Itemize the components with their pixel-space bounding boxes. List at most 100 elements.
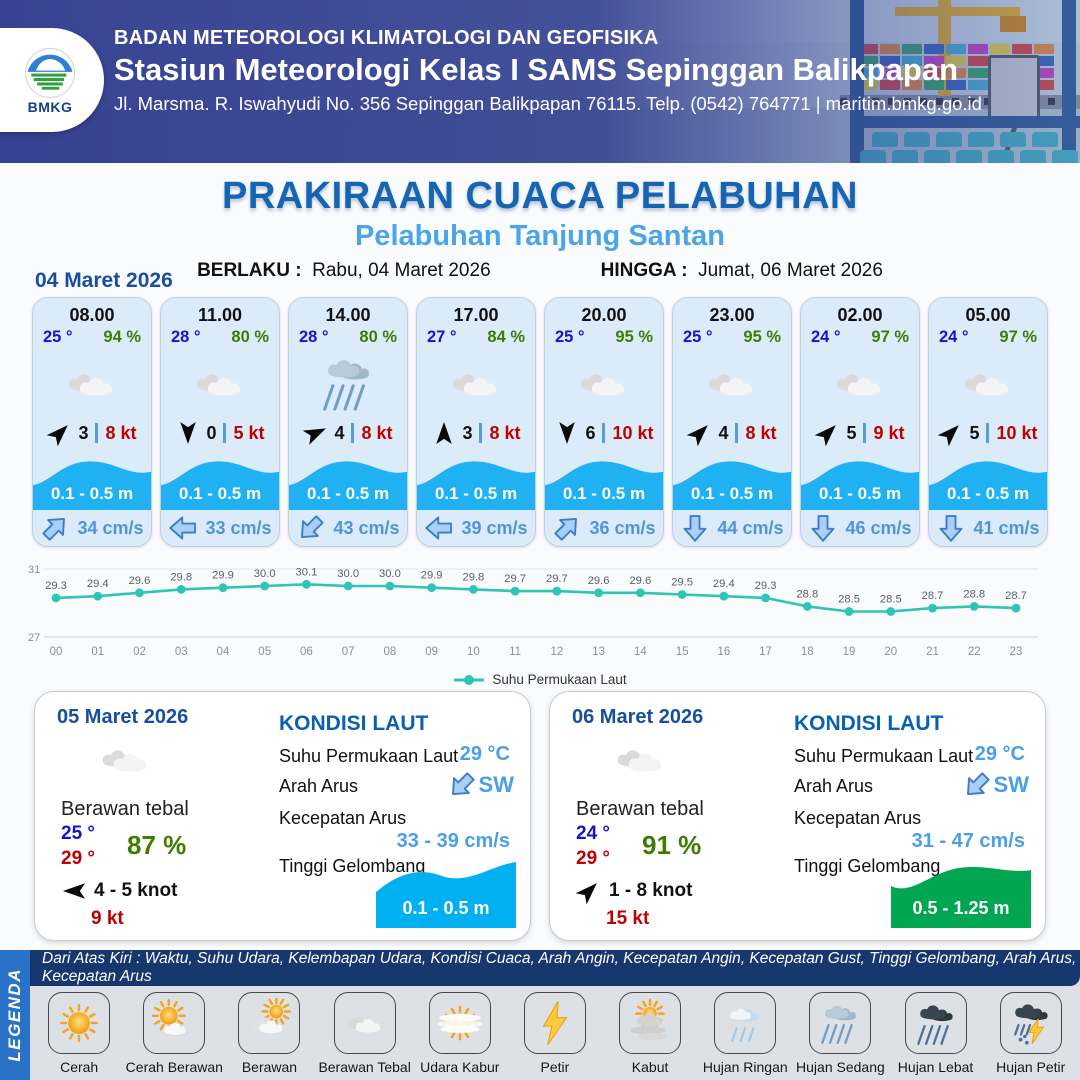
current-row: 34 cm/s (33, 510, 151, 546)
legend-item: Berawan (223, 992, 315, 1075)
wind-row: 4 - 5 knot (61, 878, 177, 904)
hingga-value: Jumat, 06 Maret 2026 (698, 260, 883, 281)
current-row: 39 cm/s (417, 510, 535, 546)
port-name: Pelabuhan Tanjung Santan (354, 220, 726, 252)
station-name: Stasiun Meteorologi Kelas I SAMS Sepingg… (114, 52, 959, 87)
header-banner: BMKG BADAN METEOROLOGI KLIMATOLOGI DAN G… (0, 0, 1080, 163)
wave-height: 0.1 - 0.5 m (178, 484, 262, 503)
svg-text:28.5: 28.5 (880, 594, 902, 606)
current-speed: 43 cm/s (333, 517, 400, 538)
svg-text:28.7: 28.7 (922, 590, 944, 602)
weather-condition: Berawan tebal (576, 798, 704, 820)
current-speed: 33 cm/s (205, 517, 272, 538)
wave-height-badge: 0.1 - 0.5 m (376, 856, 516, 928)
air-temperature: 24 ° (939, 328, 969, 346)
wind-speed: 4 (718, 422, 729, 443)
current-direction-icon (680, 513, 710, 543)
current-speed: 46 cm/s (845, 517, 912, 538)
sea-title: KONDISI LAUT (794, 712, 944, 735)
wind-speed: 0 (206, 422, 217, 443)
svg-text:20: 20 (884, 646, 897, 658)
forecast-card: 14.00 28 ° 80 % 4 8 kt 0.1 - 0.5 m 43 cm… (288, 297, 408, 547)
berlaku-label: BERLAKU : (197, 260, 302, 281)
wind-gust: 15 kt (606, 908, 650, 929)
weather-icon (571, 348, 637, 418)
wave-height: 0.1 - 0.5 m (306, 484, 390, 503)
svg-text:03: 03 (175, 646, 188, 658)
sea-conditions: KONDISI LAUT Suhu Permukaan Laut 29 °C A… (780, 706, 1031, 928)
svg-text:30.0: 30.0 (337, 568, 359, 580)
svg-text:16: 16 (717, 646, 730, 658)
svg-text:31: 31 (28, 564, 40, 576)
svg-text:29.9: 29.9 (421, 570, 443, 582)
wind-gust: 10 kt (996, 422, 1038, 443)
divider (863, 423, 867, 443)
divider (986, 423, 990, 443)
wave-height: 0.1 - 0.5 m (402, 898, 490, 918)
svg-text:01: 01 (91, 646, 104, 658)
current-row: 33 cm/s (161, 510, 279, 546)
forecast-time: 23.00 (709, 305, 755, 325)
current-speed: 44 cm/s (717, 517, 784, 538)
current-direction-icon (424, 513, 454, 543)
wind-gust: 8 kt (745, 422, 777, 443)
forecast-card: 17.00 27 ° 84 % 3 8 kt 0.1 - 0.5 m 39 cm… (416, 297, 536, 547)
air-temperature: 25 ° (683, 328, 713, 346)
current-direction: SW (993, 772, 1029, 797)
validity-period: BERLAKU : Rabu, 04 Maret 2026 HINGGA : J… (0, 260, 1080, 282)
wave-height: 0.1 - 0.5 m (434, 484, 518, 503)
wind-direction-icon (431, 420, 457, 446)
berawan-icon (238, 992, 301, 1054)
current-row: 41 cm/s (929, 510, 1047, 546)
berlaku-value: Rabu, 04 Maret 2026 (312, 260, 491, 281)
wind-row: 6 10 kt (554, 418, 654, 448)
legend-item: Kabut (604, 992, 696, 1075)
svg-text:28.8: 28.8 (796, 588, 818, 600)
hujan-petir-icon (999, 992, 1062, 1054)
forecast-card: 11.00 28 ° 80 % 0 5 kt 0.1 - 0.5 m 33 cm… (160, 297, 280, 547)
svg-text:02: 02 (133, 646, 146, 658)
wave-height: 0.1 - 0.5 m (562, 484, 646, 503)
wind-direction-icon (42, 415, 79, 452)
page-title: PRAKIRAAN CUACA PELABUHAN (222, 175, 858, 217)
weather-icon (443, 348, 509, 418)
forecast-time: 05.00 (965, 305, 1011, 325)
wind-range: 4 - 5 knot (94, 880, 178, 901)
svg-text:07: 07 (342, 646, 355, 658)
daily-forecast-row: 05 Maret 2026 Berawan tebal 25 ° 29 ° 87… (0, 691, 1080, 941)
air-temperature: 25 ° (555, 328, 585, 346)
sst-value: 29 °C (459, 743, 510, 765)
svg-text:30.0: 30.0 (379, 568, 401, 580)
legend-label: Hujan Petir (996, 1059, 1066, 1075)
svg-text:28.7: 28.7 (1005, 590, 1027, 602)
wind-speed: 3 (462, 422, 473, 443)
svg-text:15: 15 (676, 646, 689, 658)
svg-text:23: 23 (1010, 646, 1023, 658)
forecast-card: 05.00 24 ° 97 % 5 10 kt 0.1 - 0.5 m 41 c… (928, 297, 1048, 547)
weather-icon (93, 726, 159, 797)
wave-height: 0.1 - 0.5 m (690, 484, 774, 503)
berawan-tebal-icon (333, 992, 396, 1054)
petir-icon (523, 992, 586, 1054)
legend-item: Hujan Petir (985, 992, 1077, 1075)
svg-text:29.4: 29.4 (713, 578, 735, 590)
svg-text:17: 17 (759, 646, 772, 658)
divider (95, 423, 99, 443)
hujan-ringan-icon (714, 992, 777, 1054)
svg-text:14: 14 (634, 646, 647, 658)
wind-direction-icon (571, 873, 608, 910)
sst-value: 29 °C (974, 743, 1025, 765)
wind-speed: 5 (846, 422, 857, 443)
wave-height: 0.1 - 0.5 m (50, 484, 134, 503)
weather-icon (59, 348, 125, 418)
legend-label: Cerah (60, 1059, 99, 1075)
forecast-card: 23.00 25 ° 95 % 4 8 kt 0.1 - 0.5 m 44 cm… (672, 297, 792, 547)
wind-direction-icon (61, 878, 87, 904)
forecast-time: 08.00 (69, 305, 115, 325)
forecast-time: 02.00 (837, 305, 883, 325)
wind-speed: 3 (78, 422, 89, 443)
wind-direction-icon (299, 416, 334, 451)
wave-height: 0.1 - 0.5 m (818, 484, 902, 503)
daily-card: 05 Maret 2026 Berawan tebal 25 ° 29 ° 87… (34, 691, 531, 941)
svg-text:19: 19 (843, 646, 856, 658)
